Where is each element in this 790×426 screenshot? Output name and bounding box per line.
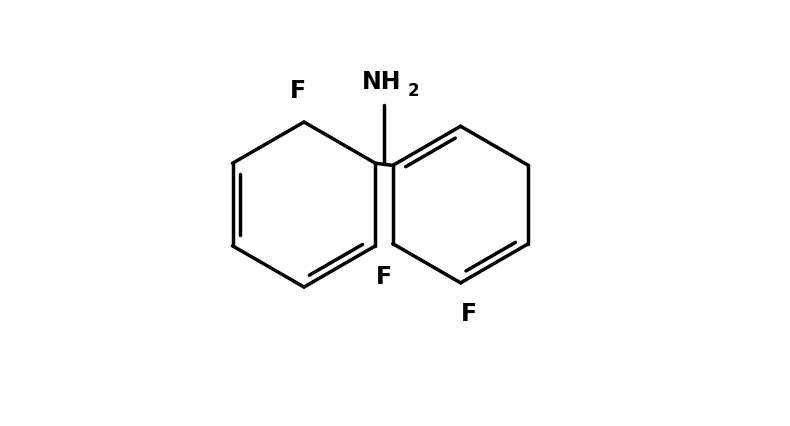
Text: NH: NH [363, 70, 402, 95]
Text: F: F [290, 79, 306, 103]
Text: 2: 2 [408, 81, 419, 100]
Text: F: F [461, 302, 477, 326]
Text: F: F [376, 265, 392, 289]
